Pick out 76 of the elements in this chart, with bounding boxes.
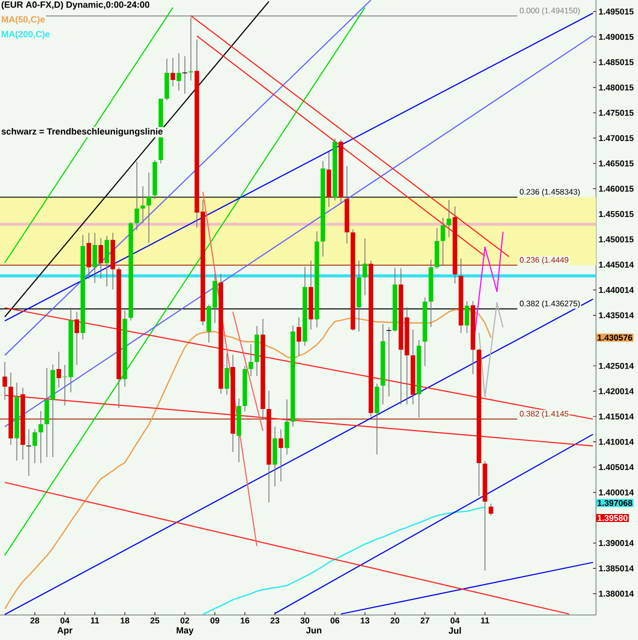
candlestick [386, 326, 392, 397]
candlestick [146, 172, 152, 244]
x-tick-label: 27 [420, 618, 430, 624]
candlestick [362, 238, 368, 296]
candlestick [104, 235, 110, 287]
x-tick-label: 04 [450, 618, 460, 624]
x-tick-label: 02 [180, 618, 190, 624]
y-tick-label: 1.425014 [599, 362, 634, 369]
candlestick [224, 352, 230, 396]
candlestick [92, 232, 98, 284]
annotation: schwarz = Trendbeschleunigungslinie [2, 128, 163, 136]
y-tick-label: 1.440014 [599, 286, 634, 293]
x-tick-label: 30 [300, 618, 310, 624]
y-tick-label: 1.385014 [599, 565, 634, 572]
x-tick-label: 20 [390, 618, 400, 624]
y-tick-label: 1.495015 [599, 8, 634, 15]
y-tick-label: 1.465015 [599, 160, 634, 166]
x-tick-label: 06 [330, 618, 340, 624]
x-tick-label: 04 [60, 618, 70, 624]
y-tick-label: 1.455015 [599, 211, 634, 218]
candlestick [140, 186, 146, 224]
candlestick [32, 428, 38, 464]
text: Apr [57, 627, 72, 636]
y-tick-label: 1.470015 [599, 135, 634, 142]
line-series [478, 302, 504, 398]
y-tick-label: 1.490015 [599, 34, 634, 40]
candlestick [296, 316, 302, 356]
text: Jul [448, 627, 461, 634]
y-tick-label: 1.480015 [599, 84, 634, 90]
candlestick [176, 52, 182, 91]
y-tick-label: 1.400014 [599, 489, 634, 496]
candlestick [464, 300, 470, 334]
text: MA(50,C)e [2, 16, 45, 24]
x-tick-label: 09 [210, 618, 220, 624]
y-tick-label: 1.445014 [599, 262, 634, 268]
y-tick-label: 1.415014 [599, 414, 634, 420]
x-tick-label: 16 [240, 618, 250, 624]
candlestick [56, 351, 62, 388]
y-tick-label: 1.435014 [599, 312, 634, 318]
y-tick-label: 1.420014 [599, 388, 634, 394]
candlestick [134, 161, 140, 231]
y-tick-label: 1.405014 [599, 464, 634, 470]
y-tick-label: 1.390014 [599, 540, 634, 546]
candlestick [488, 503, 494, 516]
x-tick-label: 25 [150, 618, 160, 624]
candlestick [188, 16, 194, 81]
text: MA(200,C)e [2, 30, 50, 40]
candlestick [182, 56, 188, 94]
y-tick-label: 1.460015 [599, 186, 634, 192]
x-tick-label: 18 [120, 618, 130, 624]
candlestick [248, 344, 254, 376]
text: 1.397068 [598, 500, 632, 506]
x-tick-label: 23 [270, 618, 280, 624]
candlestick [74, 311, 80, 366]
y-tick-label: 1.380014 [599, 590, 634, 597]
text: Jun [306, 627, 322, 634]
y-tick-label: 1.450015 [599, 236, 634, 242]
candlestick [278, 428, 284, 482]
candlestick [2, 362, 8, 400]
y-tick-label: 1.485015 [599, 59, 634, 66]
y-tick-label: 1.410014 [599, 438, 634, 445]
candlestick [26, 428, 32, 476]
chart-title: (EUR A0-FX,D) Dynamic,0:00-24:00 [2, 1, 150, 10]
x-tick-label: 11 [481, 618, 490, 624]
x-tick-label: 11 [90, 618, 100, 624]
text: 1.430576 [598, 334, 632, 341]
text: 1.39580 [598, 514, 628, 521]
x-tick-label: 28 [30, 618, 40, 624]
candlestick [170, 57, 176, 87]
candlestick [446, 200, 452, 238]
candlestick [38, 410, 44, 464]
x-tick-label: 13 [360, 618, 370, 624]
candlestick [98, 237, 104, 280]
text: May [176, 627, 194, 636]
y-tick-label: 1.475015 [599, 110, 634, 116]
candlestick [440, 217, 446, 266]
